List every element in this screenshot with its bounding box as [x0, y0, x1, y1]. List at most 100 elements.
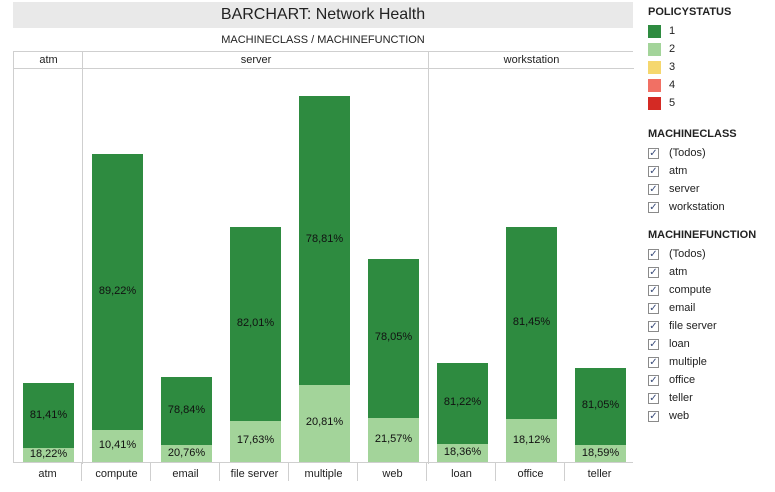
data-label-status-1: 78,84% [167, 403, 206, 416]
legend-swatch [648, 42, 661, 56]
legend-title-policystatus: POLICYSTATUS [648, 6, 732, 18]
filter-option[interactable]: ✓ teller [648, 389, 756, 407]
legend-policystatus: POLICYSTATUS 1 2 3 4 5 [648, 6, 731, 112]
x-tick-label: teller [587, 468, 612, 480]
filter-title-machinefunction: MACHINEFUNCTION [648, 229, 757, 241]
bar-segment-status-2[interactable] [230, 420, 281, 463]
data-label-status-2: 20,81% [305, 416, 344, 429]
x-tick-label: loan [451, 468, 472, 480]
filter-option[interactable]: ✓ compute [648, 281, 756, 299]
data-label-status-1: 81,05% [581, 399, 620, 412]
bar-segment-status-2[interactable] [92, 429, 143, 462]
filter-option-label: multiple [669, 356, 707, 368]
checkbox-checked-icon[interactable]: ✓ [648, 248, 659, 260]
group-separator-lower [81, 463, 82, 481]
legend-item: 1 [648, 22, 731, 40]
bar-segment-status-1[interactable] [575, 367, 626, 445]
data-label-status-2: 18,59% [581, 446, 620, 459]
checkbox-checked-icon[interactable]: ✓ [648, 201, 659, 213]
legend-label: 2 [669, 43, 676, 55]
legend-label: 3 [669, 61, 676, 73]
legend-item: 2 [648, 40, 731, 58]
data-label-status-1: 89,22% [98, 285, 137, 298]
checkbox-checked-icon[interactable]: ✓ [648, 183, 659, 195]
filter-option[interactable]: ✓ (Todos) [648, 245, 756, 263]
bar-segment-status-2[interactable] [506, 419, 557, 462]
filter-option[interactable]: ✓ multiple [648, 353, 756, 371]
x-tick-label: atm [38, 468, 57, 480]
bar-segment-status-1[interactable] [23, 383, 74, 449]
bar-segment-status-2[interactable] [437, 444, 488, 463]
bar-segment-status-2[interactable] [575, 444, 626, 463]
filter-option-label: office [669, 374, 696, 386]
filter-option-label: server [669, 183, 700, 195]
x-tick-separator [564, 463, 565, 481]
bar-segment-status-1[interactable] [230, 227, 281, 421]
data-label-status-2: 17,63% [236, 434, 275, 447]
filter-option[interactable]: ✓ office [648, 371, 756, 389]
checkbox-checked-icon[interactable]: ✓ [648, 338, 659, 350]
bar-segment-status-1[interactable] [506, 227, 557, 420]
legend-label: 1 [669, 25, 676, 37]
filter-option-label: compute [669, 284, 712, 296]
x-tick-separator [495, 463, 496, 481]
legend-item: 5 [648, 94, 731, 112]
checkbox-checked-icon[interactable]: ✓ [648, 147, 659, 159]
x-tick-label: email [172, 468, 199, 480]
filter-option-label: web [669, 410, 690, 422]
filter-option[interactable]: ✓ atm [648, 263, 756, 281]
filter-option-label: loan [669, 338, 690, 350]
bar-segment-status-2[interactable] [23, 448, 74, 463]
filter-machinefunction: MACHINEFUNCTION ✓ (Todos) ✓ atm ✓ comput… [648, 229, 756, 425]
bar-segment-status-2[interactable] [161, 444, 212, 463]
chart-frame: atm server workstation 81,41% 18,22% 89,22… [13, 51, 634, 464]
filter-option[interactable]: ✓ atm [648, 162, 737, 180]
chart-title: BARCHART: Network Health [13, 2, 633, 28]
legend-swatch [648, 60, 661, 74]
filter-option-label: (Todos) [669, 248, 706, 260]
x-tick-separator [288, 463, 289, 481]
x-tick-separator [150, 463, 151, 481]
filter-title-machineclass: MACHINECLASS [648, 128, 737, 140]
bar-segment-status-1[interactable] [368, 258, 419, 419]
filter-option-label: (Todos) [669, 147, 706, 159]
checkbox-checked-icon[interactable]: ✓ [648, 374, 659, 386]
checkbox-checked-icon[interactable]: ✓ [648, 410, 659, 422]
chart-subtitle: MACHINECLASS / MACHINEFUNCTION [221, 34, 425, 46]
bar-segment-status-1[interactable] [161, 376, 212, 445]
filter-option-label: atm [669, 266, 688, 278]
bar-segment-status-1[interactable] [92, 154, 143, 430]
bar-segment-status-1[interactable] [437, 362, 488, 445]
legend-swatch [648, 24, 661, 38]
filter-option[interactable]: ✓ file server [648, 317, 756, 335]
checkbox-checked-icon[interactable]: ✓ [648, 266, 659, 278]
checkbox-checked-icon[interactable]: ✓ [648, 392, 659, 404]
checkbox-checked-icon[interactable]: ✓ [648, 284, 659, 296]
filter-option-label: teller [669, 392, 693, 404]
data-label-status-1: 78,81% [305, 233, 344, 246]
checkbox-checked-icon[interactable]: ✓ [648, 302, 659, 314]
bar-segment-status-2[interactable] [368, 418, 419, 463]
bar-segment-status-2[interactable] [299, 385, 350, 462]
filter-option[interactable]: ✓ loan [648, 335, 756, 353]
group-header-row: atm server workstation [14, 52, 634, 69]
filter-option[interactable]: ✓ (Todos) [648, 144, 737, 162]
x-tick-label: multiple [304, 468, 343, 480]
filter-option[interactable]: ✓ server [648, 180, 737, 198]
data-label-status-2: 21,57% [374, 433, 413, 446]
group-separator [428, 52, 429, 464]
data-label-status-1: 81,41% [29, 408, 68, 421]
data-label-status-1: 78,05% [374, 331, 413, 344]
group-separator [82, 52, 83, 464]
filter-option[interactable]: ✓ workstation [648, 198, 737, 216]
filter-option-label: workstation [669, 201, 725, 213]
checkbox-checked-icon[interactable]: ✓ [648, 165, 659, 177]
x-tick-label: file server [230, 468, 279, 480]
filter-option[interactable]: ✓ web [648, 407, 756, 425]
filter-option[interactable]: ✓ email [648, 299, 756, 317]
checkbox-checked-icon[interactable]: ✓ [648, 356, 659, 368]
checkbox-checked-icon[interactable]: ✓ [648, 320, 659, 332]
bar-segment-status-1[interactable] [299, 95, 350, 386]
filter-option-label: atm [669, 165, 688, 177]
data-label-status-2: 18,12% [512, 433, 551, 446]
